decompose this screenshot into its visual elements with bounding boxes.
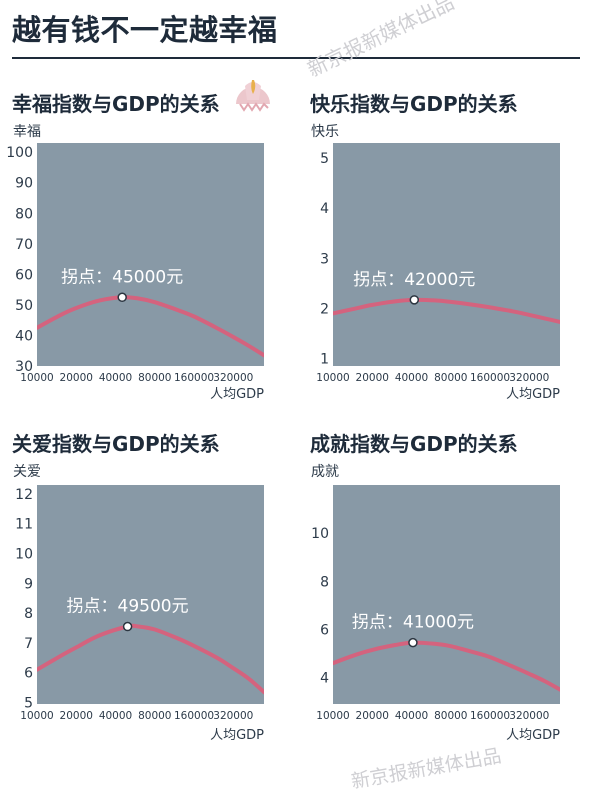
y-tick-label: 40: [15, 328, 33, 344]
plot-area: [333, 143, 560, 366]
series-line: [333, 297, 560, 324]
turning-point-marker: [408, 637, 418, 648]
x-tick-label: 320000: [213, 372, 253, 384]
x-axis-label: 人均GDP: [210, 387, 264, 402]
x-tick-label: 320000: [509, 372, 549, 384]
y-tick-label: 5: [320, 151, 329, 167]
y-tick-label: 90: [15, 176, 33, 192]
x-tick-label: 80000: [434, 372, 467, 384]
y-tick-label: 4: [320, 671, 329, 687]
x-tick-label: 20000: [356, 710, 389, 722]
turning-point-label: 拐点：49500元: [67, 597, 189, 617]
y-tick-label: 4: [320, 201, 329, 217]
series-line: [37, 623, 264, 695]
y-tick-label: 2: [320, 301, 329, 317]
x-tick-label: 160000: [174, 372, 214, 384]
x-tick-label: 20000: [60, 372, 93, 384]
y-tick-label: 80: [15, 206, 33, 222]
x-tick-label: 320000: [213, 710, 253, 722]
y-tick-label: 70: [15, 237, 33, 253]
turning-point-label: 拐点：45000元: [61, 267, 183, 287]
series-line: [333, 640, 560, 692]
x-tick-label: 20000: [356, 372, 389, 384]
x-axis-label: 人均GDP: [210, 728, 264, 743]
turning-point-marker: [122, 621, 133, 632]
y-tick-label: 11: [15, 517, 33, 533]
chart-title: 幸福指数与GDP的关系: [12, 92, 220, 116]
title-divider: [12, 57, 580, 59]
y-tick-label: 6: [320, 622, 329, 638]
x-tick-label: 10000: [20, 710, 53, 722]
y-tick-label: 3: [320, 251, 329, 267]
x-axis-label: 人均GDP: [506, 387, 560, 402]
y-tick-label: 60: [15, 267, 33, 283]
turning-point-label: 拐点：42000元: [353, 270, 475, 290]
x-axis-label: 人均GDP: [506, 728, 560, 743]
y-tick-label: 7: [24, 636, 33, 652]
y-axis-label: 成就: [311, 464, 339, 480]
y-axis-label: 幸福: [13, 124, 41, 140]
y-tick-label: 50: [15, 298, 33, 314]
series-line: [37, 295, 264, 358]
turning-point-marker: [117, 292, 127, 303]
plot-area: [333, 485, 560, 704]
y-tick-label: 6: [24, 666, 33, 682]
x-tick-label: 40000: [395, 372, 428, 384]
x-tick-label: 80000: [434, 710, 467, 722]
x-tick-label: 160000: [470, 710, 510, 722]
y-tick-label: 10: [311, 526, 329, 542]
x-tick-label: 40000: [99, 710, 132, 722]
x-tick-label: 40000: [395, 710, 428, 722]
y-tick-label: 12: [15, 487, 33, 503]
x-tick-label: 80000: [138, 710, 171, 722]
x-tick-label: 320000: [509, 710, 549, 722]
x-tick-label: 10000: [316, 710, 349, 722]
logo-icon: [236, 80, 270, 112]
x-tick-label: 160000: [174, 710, 214, 722]
x-tick-label: 40000: [99, 372, 132, 384]
y-axis-label: 快乐: [311, 124, 339, 140]
plot-area: [37, 485, 264, 704]
x-tick-label: 10000: [316, 372, 349, 384]
y-axis-label: 关爱: [13, 464, 41, 480]
y-tick-label: 9: [24, 576, 33, 592]
page-title: 越有钱不一定越幸福: [12, 13, 278, 47]
y-tick-label: 8: [320, 574, 329, 590]
turning-point-label: 拐点：41000元: [352, 613, 474, 633]
chart-title: 快乐指数与GDP的关系: [310, 92, 518, 116]
y-tick-label: 100: [6, 145, 33, 161]
x-tick-label: 20000: [60, 710, 93, 722]
y-tick-label: 5: [24, 696, 33, 712]
y-tick-label: 10: [15, 547, 33, 563]
chart-title: 成就指数与GDP的关系: [310, 432, 518, 456]
x-tick-label: 160000: [470, 372, 510, 384]
y-tick-label: 8: [24, 606, 33, 622]
y-tick-label: 30: [15, 359, 33, 375]
turning-point-marker: [409, 295, 420, 305]
x-tick-label: 80000: [138, 372, 171, 384]
chart-title: 关爱指数与GDP的关系: [12, 432, 220, 456]
x-tick-label: 10000: [20, 372, 53, 384]
plot-area: [37, 143, 264, 366]
y-tick-label: 1: [320, 351, 329, 367]
